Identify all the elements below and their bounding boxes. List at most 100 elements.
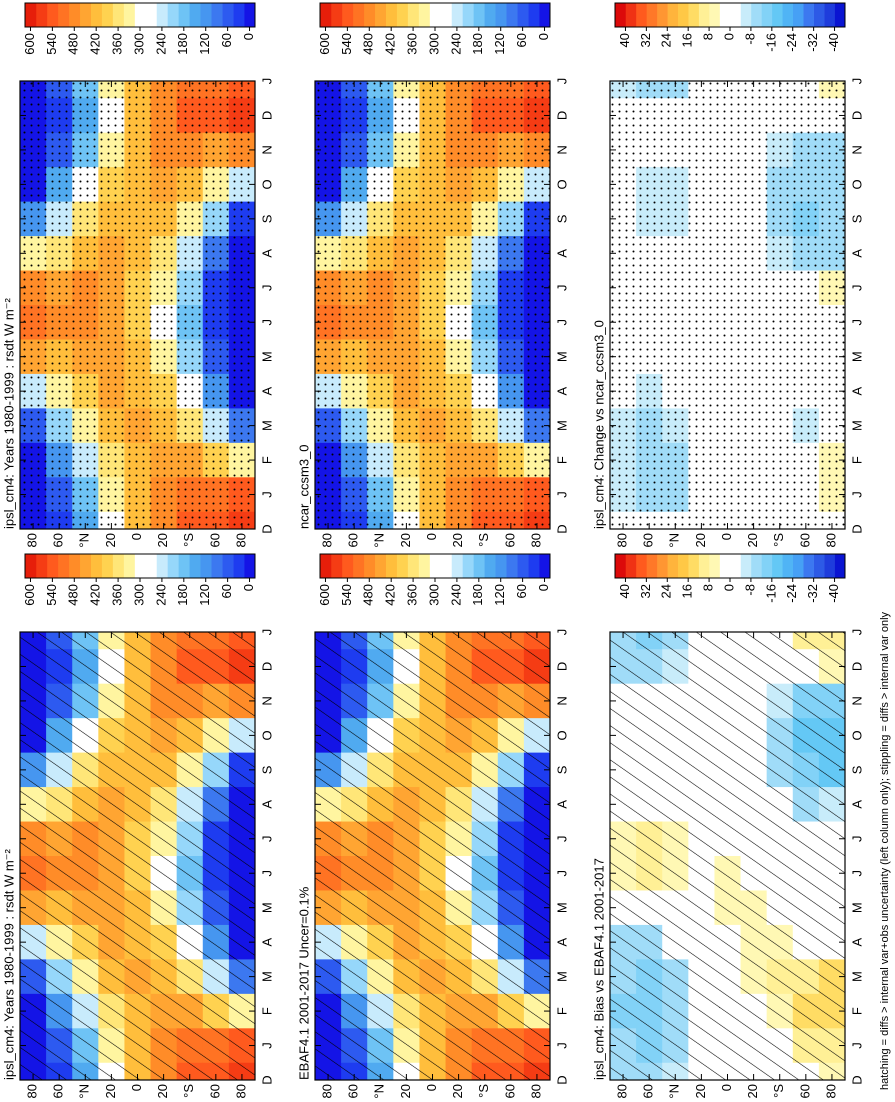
x-tick-label: A bbox=[849, 937, 864, 946]
colorbar-tick-label: -8 bbox=[742, 584, 757, 596]
colorbar-tick-label: 180 bbox=[175, 584, 190, 606]
colorbar-swatch bbox=[429, 554, 441, 578]
x-tick-label: J bbox=[849, 285, 864, 292]
x-tick-label: D bbox=[259, 1075, 274, 1084]
x-tick-label: D bbox=[259, 111, 274, 120]
x-tick-label: M bbox=[259, 420, 274, 431]
colorbar-swatch bbox=[813, 554, 825, 578]
y-tick-label: 80 bbox=[233, 533, 248, 547]
x-tick-label: F bbox=[554, 456, 569, 464]
colorbar-tick-label: 60 bbox=[219, 33, 234, 47]
colorbar-swatch bbox=[211, 3, 223, 27]
x-tick-label: N bbox=[849, 145, 864, 154]
x-tick-label: J bbox=[554, 491, 569, 498]
colorbar-swatch bbox=[761, 3, 773, 27]
colorbar-tick-label: 60 bbox=[514, 584, 529, 598]
colorbar-swatch bbox=[462, 3, 474, 27]
colorbar-swatch bbox=[156, 3, 168, 27]
colorbar-swatch bbox=[824, 554, 835, 578]
x-tick-label: F bbox=[259, 456, 274, 464]
colorbar-tick-label: -40 bbox=[826, 33, 841, 52]
colorbar-swatch bbox=[625, 3, 637, 27]
colorbar-swatch bbox=[761, 554, 773, 578]
panel-title: ncar_ccsm3_0 bbox=[296, 444, 311, 529]
x-tick-label: J bbox=[849, 1042, 864, 1049]
colorbar-swatch bbox=[134, 3, 146, 27]
colorbar-swatch bbox=[451, 3, 463, 27]
y-tick-label: 80 bbox=[614, 533, 629, 547]
x-tick-label: A bbox=[849, 249, 864, 258]
x-tick-label: D bbox=[849, 524, 864, 533]
colorbar-swatch bbox=[167, 3, 179, 27]
colorbar-swatch bbox=[834, 554, 846, 578]
y-tick-label: 80 bbox=[24, 1084, 39, 1098]
colorbar-swatch bbox=[363, 554, 376, 578]
colorbar-swatch bbox=[750, 554, 762, 578]
colorbar-swatch bbox=[320, 554, 332, 578]
y-tick-label: 20 bbox=[103, 1084, 118, 1098]
colorbar-swatch bbox=[407, 554, 419, 578]
x-tick-label: F bbox=[259, 1007, 274, 1015]
colorbar-swatch bbox=[341, 554, 354, 578]
x-tick-label: D bbox=[259, 662, 274, 671]
x-tick-label: F bbox=[554, 1007, 569, 1015]
colorbar-swatch bbox=[233, 554, 245, 578]
colorbar-swatch bbox=[824, 3, 835, 27]
colorbar-swatch bbox=[834, 3, 846, 27]
colorbar-swatch bbox=[396, 554, 408, 578]
y-tick-label: 0 bbox=[129, 533, 144, 540]
colorbar-swatch bbox=[719, 3, 731, 27]
colorbar-swatch bbox=[200, 3, 212, 27]
colorbar-tick-label: 480 bbox=[66, 584, 81, 606]
colorbar-swatch bbox=[484, 3, 496, 27]
colorbar-swatch bbox=[635, 554, 647, 578]
colorbar-swatch bbox=[68, 3, 81, 27]
colorbar-tick-label: 120 bbox=[197, 584, 212, 606]
colorbar-tick-label: 40 bbox=[617, 33, 632, 47]
colorbar-swatch bbox=[233, 3, 245, 27]
y-tick-label: 20 bbox=[398, 533, 413, 547]
colorbar-swatch bbox=[211, 554, 223, 578]
x-tick-label: J bbox=[259, 78, 274, 85]
x-tick-label: J bbox=[554, 629, 569, 636]
colorbar-swatch bbox=[730, 554, 741, 578]
y-tick-label: °N bbox=[77, 1084, 92, 1099]
colorbar-swatch bbox=[440, 554, 452, 578]
colorbar-swatch bbox=[462, 554, 474, 578]
x-tick-label: N bbox=[849, 696, 864, 705]
y-tick-label: 20 bbox=[745, 1084, 760, 1098]
colorbar-tick-label: 120 bbox=[492, 33, 507, 55]
colorbar-swatch bbox=[615, 554, 626, 578]
colorbar-tick-label: 180 bbox=[470, 584, 485, 606]
x-tick-label: M bbox=[849, 351, 864, 362]
x-tick-label: S bbox=[259, 765, 274, 774]
colorbar-swatch bbox=[418, 554, 430, 578]
colorbar-tick-label: 0 bbox=[241, 33, 256, 40]
colorbar-swatch bbox=[719, 554, 731, 578]
colorbar-swatch bbox=[646, 3, 658, 27]
colorbar-swatch bbox=[539, 554, 551, 578]
colorbar-tick-label: 24 bbox=[659, 584, 674, 598]
colorbar-tick-label: 8 bbox=[701, 584, 716, 591]
y-tick-label: 60 bbox=[207, 1084, 222, 1098]
colorbar-tick-label: 180 bbox=[470, 33, 485, 55]
x-tick-label: J bbox=[849, 319, 864, 326]
x-tick-label: D bbox=[849, 662, 864, 671]
y-tick-label: 20 bbox=[745, 533, 760, 547]
y-tick-label: 60 bbox=[346, 1084, 361, 1098]
colorbar-tick-label: 480 bbox=[361, 33, 376, 55]
colorbar-swatch bbox=[46, 554, 59, 578]
colorbar-swatch bbox=[792, 3, 804, 27]
panel-title: ipsl_cm4: Change vs ncar_ccsm3_0 bbox=[591, 320, 606, 529]
y-tick-label: °S bbox=[476, 533, 491, 547]
y-tick-label: 20 bbox=[450, 533, 465, 547]
colorbar-tick-label: 480 bbox=[361, 584, 376, 606]
colorbar-swatch bbox=[189, 3, 201, 27]
colorbar-swatch bbox=[771, 3, 783, 27]
colorbar-tick-label: 420 bbox=[88, 584, 103, 606]
x-tick-label: A bbox=[259, 937, 274, 946]
colorbar-swatch bbox=[330, 3, 343, 27]
colorbar-swatch bbox=[484, 554, 496, 578]
x-tick-label: J bbox=[849, 491, 864, 498]
